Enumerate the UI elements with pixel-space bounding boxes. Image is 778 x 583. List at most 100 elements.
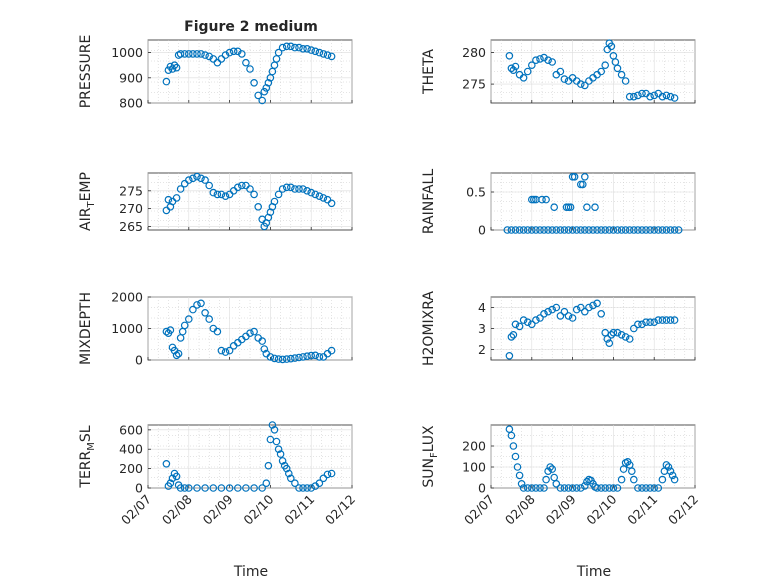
data-point — [621, 333, 630, 341]
data-point — [217, 55, 226, 63]
data-point — [511, 320, 520, 329]
data-point — [519, 484, 528, 492]
data-point — [221, 51, 230, 59]
data-point — [601, 61, 610, 69]
data-point — [299, 484, 307, 492]
data-point — [601, 484, 610, 492]
data-point — [246, 329, 254, 338]
x-tick-label: 02/09 — [200, 491, 236, 527]
data-point — [242, 484, 250, 492]
y-tick-label: 0 — [478, 481, 486, 496]
data-point — [605, 484, 614, 492]
data-point — [274, 190, 283, 199]
data-point — [246, 65, 254, 73]
data-point — [585, 303, 593, 312]
data-point — [260, 345, 269, 353]
data-point — [658, 316, 667, 324]
data-point — [168, 65, 177, 73]
data-point — [589, 226, 597, 234]
data-point — [213, 190, 222, 199]
y-tick-label: 270 — [119, 201, 143, 216]
data-point — [523, 226, 532, 234]
data-point — [609, 328, 618, 337]
data-point — [278, 185, 287, 193]
data-point — [282, 183, 291, 192]
data-point — [315, 353, 324, 361]
data-point — [503, 226, 512, 234]
data-point — [507, 226, 516, 234]
data-point — [629, 475, 638, 484]
data-point — [299, 44, 307, 53]
data-point — [540, 226, 548, 234]
data-point — [670, 94, 679, 102]
data-point — [556, 226, 565, 234]
data-point — [568, 484, 577, 492]
x-axis-label-left: Time — [233, 564, 268, 580]
data-point — [548, 465, 557, 473]
y-tick-label: 1000 — [111, 321, 143, 336]
x-tick-label: 02/08 — [502, 491, 538, 527]
data-point — [311, 47, 320, 56]
data-point — [668, 471, 677, 480]
data-point — [197, 174, 205, 183]
data-point — [262, 479, 271, 488]
y-tick-label: 280 — [462, 45, 486, 60]
data-point — [613, 226, 622, 234]
data-point — [617, 475, 626, 484]
data-point — [276, 450, 285, 458]
data-point — [597, 484, 606, 492]
data-point — [548, 226, 557, 234]
subplot-air-temp: 265 270 275 AIRTEMP — [78, 172, 353, 234]
data-point — [303, 484, 311, 492]
data-point — [327, 346, 336, 355]
data-point — [597, 226, 606, 234]
data-point — [540, 484, 548, 492]
data-point — [205, 52, 214, 61]
data-point — [601, 226, 610, 234]
data-point — [258, 96, 267, 105]
data-point — [529, 195, 538, 204]
data-point — [303, 352, 311, 361]
data-point — [650, 226, 659, 234]
data-point — [307, 46, 316, 54]
data-point — [185, 50, 193, 58]
data-point — [505, 51, 514, 60]
data-point — [560, 484, 569, 492]
data-point — [164, 66, 173, 75]
data-point — [250, 190, 258, 199]
data-point — [576, 226, 585, 234]
data-point — [519, 226, 528, 234]
data-point — [291, 43, 299, 52]
data-point — [597, 67, 606, 76]
data-point — [291, 185, 299, 193]
data-point — [511, 226, 520, 234]
data-point — [270, 425, 279, 434]
subplot-sun-flux: 0 100 200 SUNFLUX 02/07 02/08 02/09 02/10 02/11 0… — [421, 424, 701, 528]
y-tick-label: 0 — [478, 223, 486, 238]
data-point — [509, 330, 518, 339]
data-point — [189, 50, 197, 58]
data-point — [542, 195, 550, 204]
data-point — [560, 226, 569, 234]
data-point — [603, 335, 612, 343]
data-point — [625, 92, 634, 101]
data-point — [607, 42, 616, 51]
data-point — [176, 484, 185, 492]
data-point — [162, 327, 171, 336]
data-point — [589, 301, 597, 310]
data-point — [282, 42, 291, 51]
x-tick-label: 02/09 — [543, 491, 579, 527]
data-point — [193, 301, 201, 309]
data-point — [260, 87, 269, 96]
y-tick-label: 4 — [478, 300, 486, 315]
data-point — [634, 320, 642, 329]
data-point — [282, 355, 291, 363]
subplot-theta: 275 280 THETA — [421, 39, 696, 104]
data-point — [666, 467, 675, 476]
data-point — [225, 346, 234, 355]
x-tick-label: 02/07 — [118, 492, 154, 528]
data-point — [319, 50, 328, 58]
data-point — [646, 92, 654, 101]
data-point — [532, 56, 540, 65]
data-point — [201, 308, 209, 317]
